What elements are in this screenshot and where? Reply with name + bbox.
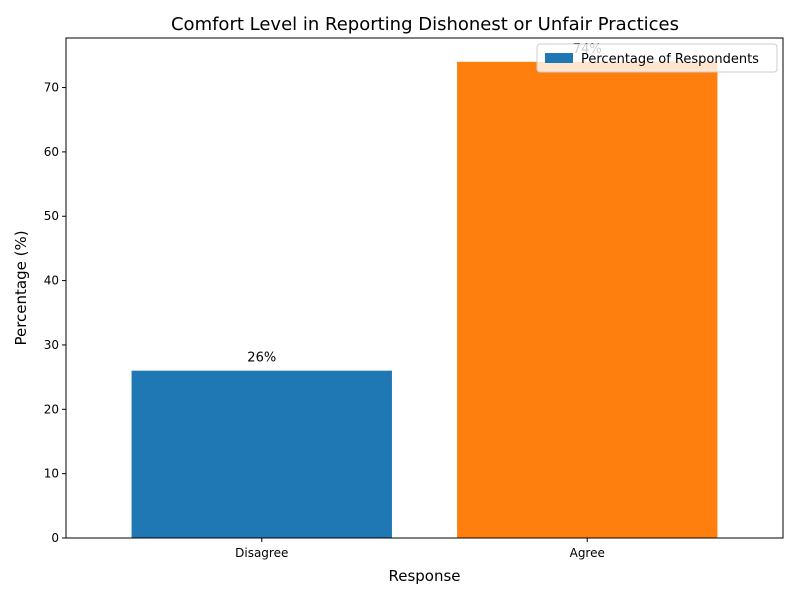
bar-disagree [131, 370, 392, 538]
x-tick-label: Disagree [235, 546, 288, 560]
y-tick-label: 30 [44, 338, 59, 352]
chart-title: Comfort Level in Reporting Dishonest or … [171, 14, 679, 35]
bar-agree [457, 61, 718, 539]
y-tick-label: 20 [44, 402, 59, 416]
legend-label: Percentage of Respondents [581, 52, 759, 67]
y-tick-label: 60 [44, 145, 59, 159]
x-axis: Disagree Agree [235, 538, 605, 560]
legend: Percentage of Respondents [536, 43, 778, 73]
y-axis: 0 10 20 30 40 50 60 70 [44, 81, 66, 545]
bar-value-label: 26% [247, 351, 276, 366]
x-axis-label: Response [388, 567, 460, 585]
x-tick-label: Agree [570, 546, 605, 560]
y-tick-label: 0 [51, 531, 59, 545]
y-tick-label: 70 [44, 81, 59, 95]
y-tick-label: 40 [44, 274, 59, 288]
y-tick-label: 50 [44, 209, 59, 223]
plot-frame [65, 37, 784, 539]
bars [131, 61, 718, 539]
legend-swatch [545, 53, 573, 63]
y-axis-label: Percentage (%) [12, 230, 30, 345]
legend-box [536, 43, 778, 73]
y-tick-label: 10 [44, 467, 59, 481]
